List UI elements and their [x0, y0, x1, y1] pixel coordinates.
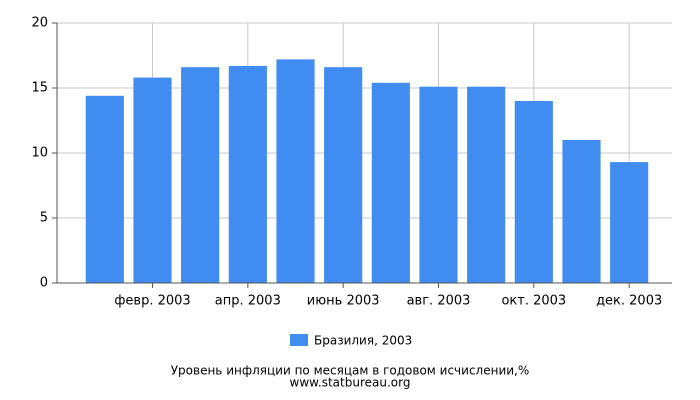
bar	[228, 65, 267, 284]
y-tick-label: 20	[31, 16, 48, 31]
chart-title: Уровень инфляции по месяцам в годовом ис…	[171, 364, 530, 378]
bar	[467, 86, 506, 283]
x-tick-label: авг. 2003	[407, 294, 471, 309]
legend-label: Бразилия, 2003	[314, 334, 412, 348]
bar	[133, 77, 172, 283]
x-tick-label: июнь 2003	[307, 294, 380, 309]
bar	[371, 82, 410, 283]
bar	[181, 67, 220, 283]
y-tick-label: 0	[40, 276, 48, 291]
chart-subtitle: www.statbureau.org	[290, 376, 411, 390]
bar	[514, 101, 553, 283]
bar	[276, 59, 315, 284]
bar	[85, 95, 124, 283]
x-tick-label: февр. 2003	[114, 294, 190, 309]
y-tick-label: 15	[31, 81, 48, 96]
x-tick-label: апр. 2003	[215, 294, 281, 309]
bar	[324, 67, 363, 283]
bar	[610, 162, 649, 283]
legend-swatch	[290, 334, 308, 346]
x-tick-label: дек. 2003	[596, 294, 662, 309]
y-tick-label: 5	[40, 211, 48, 226]
bar	[562, 140, 601, 283]
bar	[419, 86, 458, 283]
y-tick-label: 10	[31, 146, 48, 161]
x-tick-label: окт. 2003	[501, 294, 566, 309]
